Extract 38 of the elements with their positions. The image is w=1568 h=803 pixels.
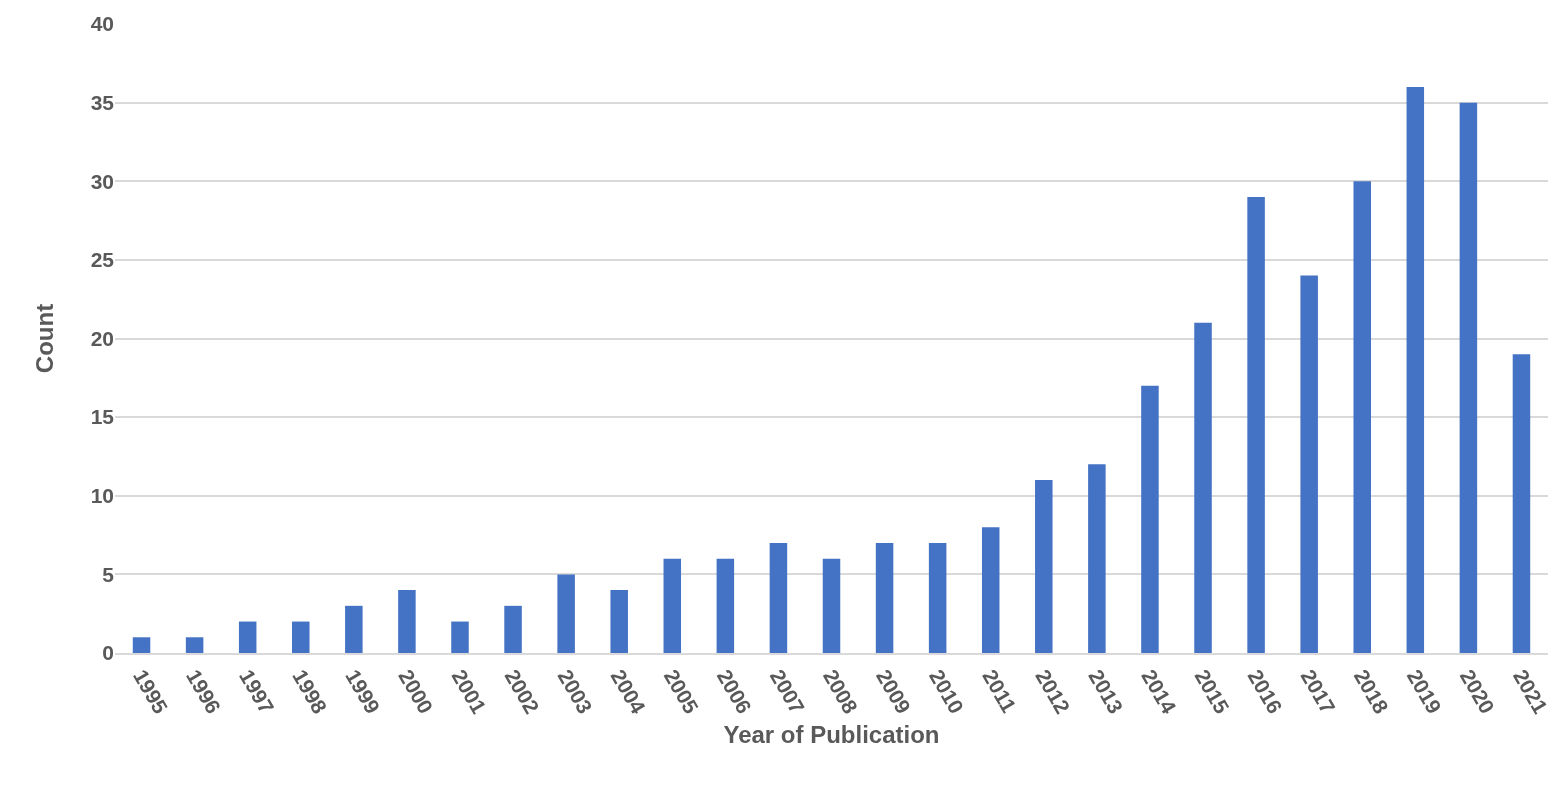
y-tick-label: 30: [90, 169, 114, 193]
bar: [875, 542, 894, 653]
bar: [981, 527, 1000, 653]
bar: [238, 621, 257, 653]
x-axis-title: Year of Publication: [723, 721, 940, 749]
bar: [1459, 102, 1478, 653]
y-tick-label: 20: [90, 326, 114, 350]
y-tick-label: 5: [102, 562, 115, 586]
bar: [1247, 196, 1265, 653]
bar: [716, 558, 735, 653]
y-tick-label: 35: [90, 90, 115, 114]
bar: [663, 558, 682, 653]
bar: [1300, 275, 1318, 653]
bar: [1353, 181, 1371, 653]
bar: [398, 590, 416, 653]
bar: [822, 558, 841, 653]
bar: [132, 637, 151, 653]
bar: [1512, 354, 1531, 653]
bar: [1035, 480, 1053, 653]
y-tick-label: 10: [90, 484, 114, 508]
y-tick-label: 0: [102, 641, 114, 665]
y-tick-label: 15: [90, 405, 115, 429]
bar: [928, 542, 947, 653]
bar: [451, 621, 469, 653]
bar: [345, 605, 363, 653]
bar: [1088, 464, 1106, 653]
y-tick-label: 25: [90, 248, 115, 272]
bar: [185, 637, 204, 653]
bar: [292, 621, 310, 653]
bar: [557, 574, 575, 653]
bar: [610, 590, 628, 653]
y-tick-label: 40: [90, 12, 114, 36]
bar: [1141, 385, 1159, 653]
bar: [1194, 322, 1212, 653]
bar: [1406, 86, 1425, 653]
bar: [769, 542, 788, 653]
y-axis-title: Count: [30, 303, 58, 374]
bar: [504, 605, 522, 653]
